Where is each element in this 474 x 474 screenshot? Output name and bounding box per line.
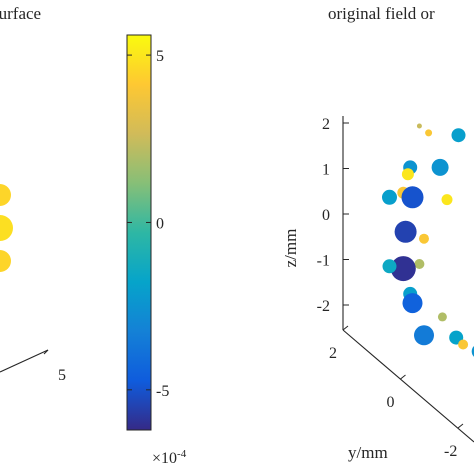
right-panel: original field or 2 1 0 -1 -2 2 0 -2 z/mm y/mm [281, 4, 474, 462]
left-scatter-point [0, 215, 13, 241]
right-points [382, 123, 474, 357]
left-x-axis-line [0, 349, 49, 373]
colorbar-ticks: 5 0 -5 [127, 48, 169, 400]
right-y-tick-mark [457, 423, 464, 429]
colorbar-tick-label: -5 [156, 383, 169, 400]
colorbar-tick-label: 5 [156, 48, 164, 65]
left-points [0, 184, 13, 272]
right-scatter-point [437, 312, 447, 322]
right-scatter-point [416, 123, 422, 129]
right-scatter-point [390, 256, 416, 282]
right-scatter-point [401, 186, 424, 209]
right-z-tick-label: -2 [317, 298, 330, 315]
right-z-tick-label: -1 [317, 253, 330, 270]
colorbar-gradient [126, 34, 152, 431]
right-scatter-point [402, 293, 423, 314]
left-scatter-point [0, 184, 11, 206]
left-x-axis-tick [43, 349, 49, 355]
right-scatter-point [414, 325, 434, 346]
left-panel: surface 5 m [0, 4, 66, 384]
right-title: original field or [328, 4, 435, 23]
right-z-tick-label: 0 [322, 207, 330, 224]
colorbar-tick-label: 0 [156, 215, 164, 232]
right-scatter-point [458, 339, 469, 350]
right-z-ticks: 2 1 0 -1 -2 [317, 116, 349, 315]
right-y-tick-mark [400, 374, 406, 380]
right-scatter-point [382, 259, 397, 274]
right-scatter-point [425, 129, 433, 137]
right-scatter-point [419, 233, 429, 244]
right-scatter-point [431, 158, 449, 176]
right-y-tick-label: 0 [387, 394, 395, 411]
right-y-tick-mark [342, 325, 349, 331]
right-y-tick-label: -2 [444, 443, 457, 460]
right-z-tick-label: 2 [322, 116, 330, 133]
left-scatter-point [0, 250, 11, 272]
right-scatter-point [394, 220, 417, 243]
right-scatter-point [401, 168, 414, 181]
colorbar-multiplier: ×10-4 [152, 448, 187, 467]
right-z-tick-label: 1 [322, 162, 330, 179]
right-scatter-point [451, 128, 466, 143]
right-scatter-point [471, 345, 474, 357]
right-y-tick-label: 2 [329, 345, 337, 362]
colorbar: 5 0 -5 ×10-4 [126, 34, 187, 467]
right-scatter-point [382, 189, 397, 205]
left-x-tick-label: 5 [58, 367, 66, 384]
right-y-axis-line [342, 329, 474, 443]
right-z-axis-label: z/mm [281, 229, 300, 268]
right-scatter-point [414, 259, 425, 269]
left-title: surface [0, 4, 41, 23]
right-y-axis-label: y/mm [348, 443, 388, 462]
right-scatter-point [441, 194, 453, 206]
right-y-ticks: 2 0 -2 [329, 325, 464, 460]
